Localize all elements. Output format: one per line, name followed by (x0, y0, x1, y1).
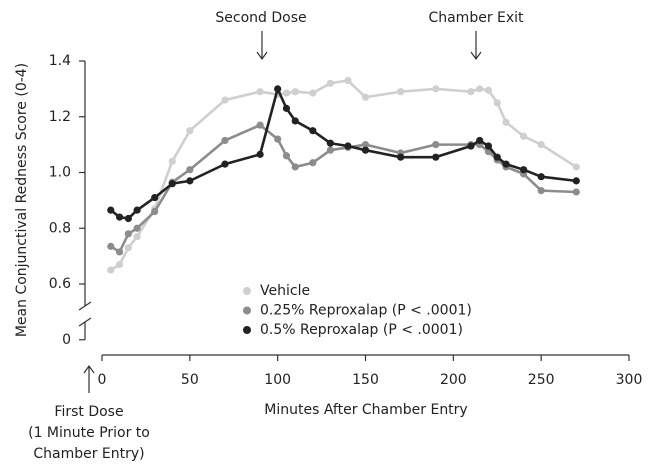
data-point (484, 142, 493, 150)
data-point (124, 214, 132, 223)
data-point (537, 173, 545, 181)
x-tick-label: 250 (528, 372, 555, 388)
data-point (221, 160, 229, 168)
x-tick-label: 50 (181, 372, 199, 388)
data-point (467, 142, 475, 150)
data-point (107, 206, 115, 214)
x-tick-label: 300 (616, 372, 643, 388)
data-point (256, 121, 264, 129)
data-point (291, 88, 299, 96)
annotation: Chamber Entry) (33, 446, 144, 462)
annotation: Chamber Exit (428, 10, 524, 26)
data-point (520, 132, 528, 140)
y-tick-label: 0.6 (49, 276, 71, 292)
y-tick-label: 1.4 (49, 53, 71, 69)
data-point (537, 187, 545, 195)
y-tick-label: 1.2 (49, 109, 71, 125)
data-point (124, 230, 132, 238)
data-point (124, 244, 132, 252)
legend-marker (243, 306, 251, 315)
data-point (133, 233, 141, 241)
data-point (572, 188, 580, 196)
series-line (109, 87, 577, 220)
x-tick-label: 200 (440, 372, 467, 388)
data-point (361, 141, 370, 149)
data-point (344, 76, 352, 85)
data-point (493, 153, 501, 161)
annotation: Second Dose (215, 10, 306, 26)
data-point (221, 96, 229, 104)
x-tick-label: 100 (264, 372, 291, 388)
y-tick-label: 1.0 (49, 165, 71, 181)
data-point (107, 266, 115, 274)
data-point (309, 127, 317, 135)
data-point (133, 206, 141, 214)
data-point (467, 88, 475, 96)
data-point (397, 153, 405, 161)
legend-label: Vehicle (260, 283, 310, 299)
y-axis-label: Mean Conjunctival Redness Score (0-4) (14, 63, 30, 337)
data-point (274, 85, 282, 93)
data-point (361, 146, 370, 154)
data-point (133, 224, 141, 232)
annotation: (1 Minute Prior to (28, 425, 150, 441)
data-point (432, 85, 440, 93)
annotation-arrow (256, 31, 268, 61)
data-point (309, 159, 317, 167)
data-point (151, 207, 159, 216)
annotation: First Dose (54, 404, 123, 420)
data-point (256, 150, 264, 158)
y-tick-label: 0 (62, 332, 71, 348)
x-tick-label: 0 (98, 372, 107, 388)
data-point (537, 141, 545, 149)
data-point (572, 177, 580, 185)
data-point (309, 89, 317, 97)
data-point (221, 136, 229, 145)
data-point (256, 88, 264, 96)
data-point (326, 79, 334, 87)
data-point (493, 99, 501, 107)
data-point (168, 157, 176, 165)
data-point (432, 141, 440, 149)
annotation-arrow (470, 31, 482, 61)
data-point (361, 93, 370, 101)
data-point (432, 153, 440, 161)
data-point (520, 166, 528, 174)
x-axis-label: Minutes After Chamber Entry (264, 402, 467, 418)
data-point (282, 152, 291, 160)
data-point (186, 166, 194, 174)
data-point (151, 193, 159, 202)
data-point (291, 117, 299, 125)
data-point (291, 163, 299, 171)
data-point (168, 180, 176, 188)
data-point (344, 142, 352, 150)
x-tick-label: 150 (352, 372, 379, 388)
data-point (502, 118, 510, 126)
data-point (115, 248, 124, 256)
legend-label: 0.5% Reproxalap (P < .0001) (260, 322, 463, 338)
y-tick-label: 0.8 (49, 220, 71, 236)
data-point (476, 85, 484, 93)
data-point (326, 139, 334, 147)
data-point (502, 160, 510, 168)
data-point (186, 177, 194, 185)
legend-label: 0.25% Reproxalap (P < .0001) (260, 303, 472, 319)
data-point (115, 213, 124, 221)
data-point (282, 89, 291, 97)
data-point (572, 163, 580, 171)
data-point (107, 242, 115, 250)
data-point (274, 135, 282, 143)
data-point (476, 136, 484, 145)
axis-break (78, 301, 92, 327)
data-point (282, 104, 291, 112)
data-point (484, 86, 493, 94)
data-point (115, 260, 124, 269)
data-point (326, 146, 334, 154)
legend-marker (243, 287, 251, 295)
legend-marker (243, 326, 251, 334)
data-point (397, 88, 405, 96)
data-point (186, 127, 194, 135)
annotation-arrow (83, 364, 95, 393)
